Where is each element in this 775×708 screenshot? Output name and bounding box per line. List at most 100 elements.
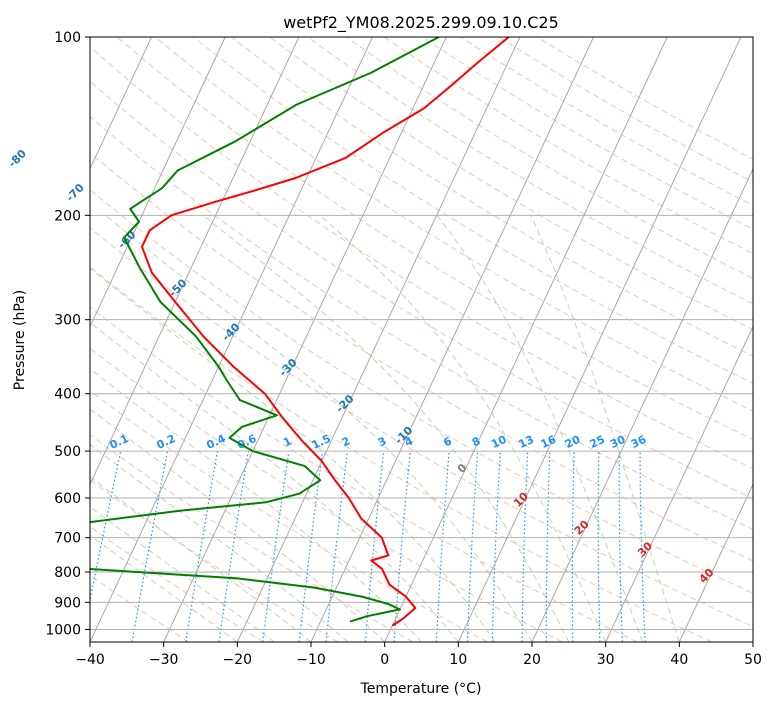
isotherm-line (457, 37, 742, 642)
y-tick-label: 300 (54, 313, 81, 329)
temperature-profile-line (141, 37, 510, 627)
mixing-ratio-label: 6 (441, 434, 454, 449)
mixing-ratio-line (491, 451, 501, 642)
moist-adiabat-line (90, 534, 238, 642)
moist-adiabat-line (319, 214, 607, 642)
dry-adiabat-line (90, 574, 190, 642)
mixing-ratio-line (618, 451, 623, 642)
mixing-ratio-line (545, 451, 551, 642)
mixing-ratio-label: 20 (563, 433, 583, 451)
mixing-ratio-label: 25 (588, 433, 607, 451)
dry-adiabat-line (460, 37, 753, 206)
mixing-ratio-line (325, 451, 349, 642)
dry-adiabat-line (90, 227, 753, 628)
moist-adiabat-line (530, 215, 680, 642)
background-lines (0, 37, 753, 642)
mixing-ratio-label: 2 (340, 434, 352, 449)
y-tick-label: 1000 (45, 622, 81, 638)
x-tick-label: −20 (223, 652, 253, 668)
mixing-ratio-label: 1.5 (310, 432, 333, 452)
mixing-ratio-label: 0.2 (154, 432, 177, 452)
axes: −40 −30 −20 −10 0 10 20 30 40 5010020030040050060… (45, 30, 762, 668)
isotherm-label: -30 (277, 356, 300, 379)
moist-adiabat-line (90, 408, 386, 642)
isotherm-line (163, 37, 447, 642)
x-axis-title: Temperature (°C) (360, 681, 482, 697)
mixing-ratio-line (364, 451, 385, 642)
y-tick-label: 700 (54, 531, 81, 547)
dry-adiabat-line (383, 37, 753, 255)
isotherm-line (678, 483, 753, 642)
mixing-ratio-label: 1 (281, 434, 293, 449)
mixing-ratio-line (571, 451, 575, 642)
x-tick-label: 50 (744, 652, 762, 668)
isotherm-line (236, 37, 521, 642)
dry-adiabat-line (90, 115, 753, 530)
y-tick-label: 400 (54, 387, 81, 403)
dry-adiabat-line (90, 479, 339, 642)
mixing-ratio-line (218, 451, 249, 642)
isotherm-label: -60 (115, 228, 138, 251)
dry-adiabat-line (345, 37, 753, 279)
mixing-ratio-line (298, 451, 324, 642)
dry-adiabat-line (90, 347, 563, 642)
x-tick-label: −30 (149, 652, 179, 668)
isotherm-label: -80 (6, 147, 29, 170)
x-tick-label: −10 (296, 652, 326, 668)
x-tick-label: 40 (670, 652, 688, 668)
dewpoint-profile-line (90, 37, 440, 623)
dry-adiabat-line (307, 37, 753, 305)
moist-adiabat-line (90, 368, 422, 642)
mixing-ratio-line (393, 451, 411, 642)
y-tick-label: 800 (54, 565, 81, 581)
x-tick-label: 10 (449, 652, 467, 668)
isotherm-line (605, 325, 753, 642)
mixing-ratio-line (435, 451, 450, 642)
y-tick-label: 900 (54, 595, 81, 611)
mixing-ratio-label: 16 (539, 433, 559, 451)
isotherm-line (0, 37, 4, 642)
mixing-ratio-line (262, 451, 290, 642)
dry-adiabat-line (116, 37, 753, 441)
x-tick-label: 30 (597, 652, 615, 668)
dry-adiabat-line (90, 46, 753, 470)
y-tick-label: 500 (54, 444, 81, 460)
chart-title: wetPf2_YM08.2025.299.09.10.C25 (283, 13, 559, 33)
mixing-ratio-line (90, 450, 122, 604)
dry-adiabat-line (90, 306, 638, 642)
isotherm-line (752, 640, 753, 642)
isotherm-line (90, 37, 374, 642)
x-tick-label: 20 (523, 652, 541, 668)
moist-adiabat-line (90, 476, 312, 642)
dry-adiabat-line (90, 80, 753, 500)
mixing-ratio-label: 0.1 (108, 432, 131, 452)
dry-adiabat-line (536, 37, 753, 160)
mixing-ratio-label: 36 (629, 433, 649, 451)
isotherm-line (531, 167, 753, 642)
mixing-ratio-line (185, 450, 219, 642)
isotherm-line (90, 37, 300, 486)
moist-adiabat-line (436, 214, 643, 642)
dry-adiabat-line (90, 390, 488, 642)
x-tick-label: 0 (380, 652, 389, 668)
isotherm-label: -20 (333, 392, 356, 415)
y-axis-title: Pressure (hPa) (12, 290, 28, 390)
isotherm-line (384, 37, 668, 642)
isotherm-line (90, 37, 226, 328)
y-tick-label: 600 (54, 491, 81, 507)
dry-adiabat-line (90, 266, 712, 642)
dry-adiabat-line (231, 37, 753, 357)
x-tick-label: −40 (75, 652, 105, 668)
moist-adiabat-line (105, 214, 533, 642)
isotherm-line (90, 37, 153, 170)
mixing-ratio-label: 4 (403, 434, 416, 449)
profiles (90, 37, 510, 627)
plot-frame (89, 36, 754, 643)
moist-adiabat-line (90, 267, 496, 642)
mixing-ratio-label: 30 (608, 433, 628, 451)
moist-adiabat-line (90, 506, 275, 642)
dry-adiabat-line (154, 37, 753, 412)
mixing-ratio-line (466, 451, 479, 642)
y-tick-label: 100 (54, 30, 81, 46)
